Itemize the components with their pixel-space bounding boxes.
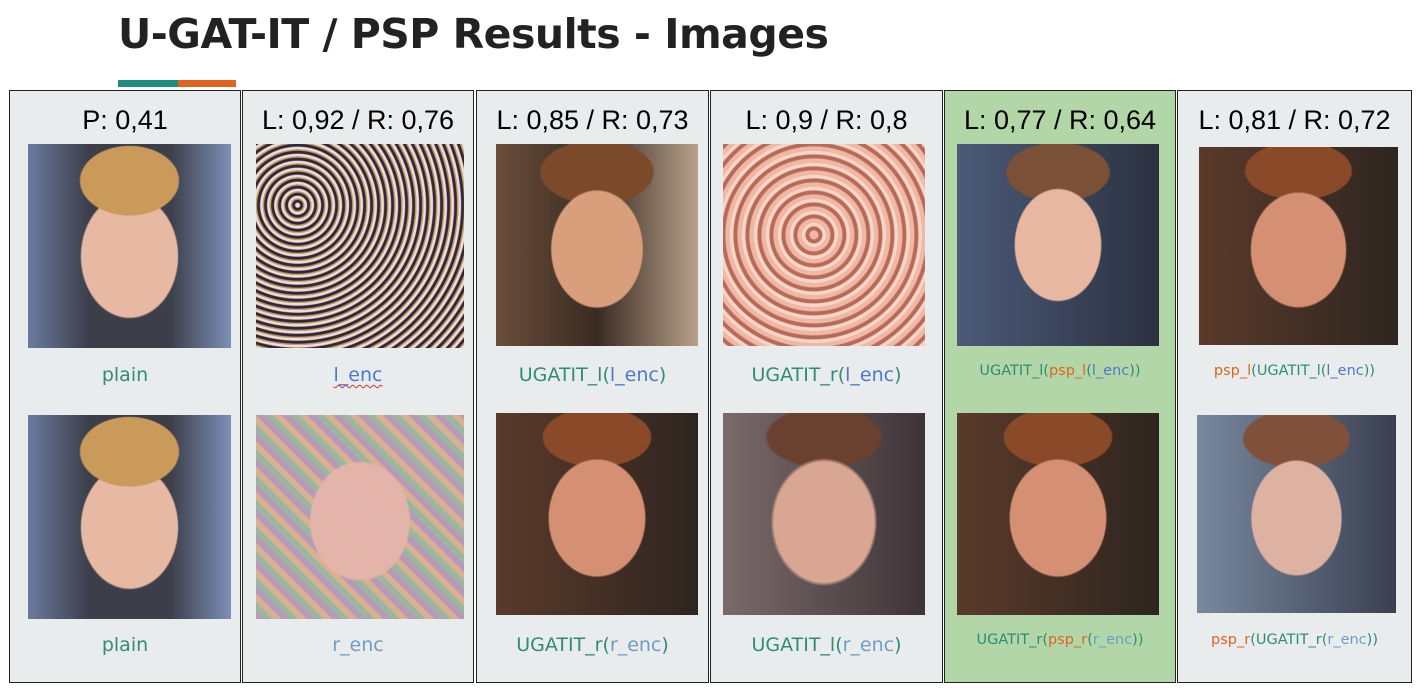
caption-top: UGATIT_r(l_enc): [711, 364, 942, 386]
score-label: P: 0,41: [82, 105, 168, 135]
caption-bottom: UGATIT_r(psp_r(r_enc)): [945, 632, 1175, 648]
caption-top: plain: [10, 364, 240, 386]
result-column-psp-ugatit: L: 0,81 / R: 0,72 psp_l(UGATIT_l(l_enc))…: [1177, 90, 1412, 683]
caption-top: UGATIT_l(psp_l(l_enc)): [945, 363, 1175, 379]
caption-part: r_enc: [609, 634, 662, 656]
caption-bottom: plain: [10, 634, 240, 656]
result-column-enc: L: 0,92 / R: 0,76 l_enc r_enc: [242, 90, 474, 683]
caption-part: l_enc: [1326, 363, 1364, 379]
caption-part: (UGATIT_l(: [1251, 363, 1327, 379]
caption-part: ): [658, 364, 667, 386]
caption-part: ): [894, 364, 902, 386]
caption-part: )): [1363, 363, 1376, 379]
caption-part: psp_r: [1048, 632, 1088, 648]
result-column-ugatit-swapped: L: 0,9 / R: 0,8 UGATIT_r(l_enc) UGATIT_l…: [710, 90, 943, 683]
title-accent-teal: [118, 80, 178, 87]
caption-top: psp_l(UGATIT_l(l_enc)): [1178, 363, 1411, 379]
title-accent-orange: [178, 80, 236, 87]
caption-part: )): [1366, 632, 1378, 648]
caption-part: UGATIT_r(: [751, 364, 846, 386]
page-title: U-GAT-IT / PSP Results - Images: [118, 10, 829, 58]
score-label: L: 0,9 / R: 0,8: [745, 105, 908, 135]
caption-bottom: UGATIT_r(r_enc): [477, 634, 708, 656]
caption-part: l_enc: [333, 364, 383, 386]
caption-part: (: [1086, 363, 1092, 379]
result-column-ugatit-psp-highlighted: L: 0,77 / R: 0,64 UGATIT_l(psp_l(l_enc))…: [944, 90, 1176, 683]
caption-part: )): [1129, 363, 1141, 379]
caption-part: r_enc: [332, 634, 384, 656]
caption-part: psp_r: [1211, 632, 1251, 648]
caption-part: UGATIT_r(: [516, 634, 610, 656]
caption-part: plain: [101, 364, 149, 386]
face-image-top: [496, 144, 698, 346]
score-label: L: 0,81 / R: 0,72: [1198, 105, 1391, 135]
caption-part: )): [1132, 632, 1144, 648]
result-column-ugatit: L: 0,85 / R: 0,73 UGATIT_l(l_enc) UGATIT…: [476, 90, 709, 683]
face-image-bottom: [28, 415, 231, 619]
caption-part: r_enc: [1327, 632, 1367, 648]
result-column-plain: P: 0,41 plain plain: [9, 90, 241, 683]
caption-part: l_enc: [1091, 363, 1130, 379]
face-image-top: [957, 144, 1159, 346]
caption-part: psp_l: [1048, 363, 1087, 379]
caption-part: r_enc: [1092, 632, 1133, 648]
face-image-bottom: [723, 413, 925, 615]
face-image-top: [28, 144, 231, 348]
score-label: L: 0,77 / R: 0,64: [963, 105, 1157, 135]
caption-part: psp_l: [1213, 363, 1252, 379]
caption-part: UGATIT_l(: [518, 364, 610, 386]
face-image-bottom: [1197, 415, 1396, 613]
face-image-bottom: [496, 413, 698, 615]
score-label: L: 0,85 / R: 0,73: [496, 105, 689, 135]
caption-part: r_enc: [842, 634, 895, 656]
caption-bottom: psp_r(UGATIT_r(r_enc)): [1178, 632, 1411, 648]
caption-top: l_enc: [243, 364, 473, 386]
caption-top: UGATIT_l(l_enc): [477, 364, 708, 386]
caption-bottom: UGATIT_l(r_enc): [711, 634, 942, 656]
caption-part: ): [894, 634, 902, 656]
caption-part: UGATIT_l(: [751, 634, 843, 656]
caption-bottom: r_enc: [243, 634, 473, 656]
caption-part: UGATIT_l(: [979, 363, 1049, 379]
caption-part: plain: [101, 634, 149, 656]
face-image-top: [1199, 147, 1398, 345]
caption-part: UGATIT_r(: [976, 632, 1049, 648]
caption-part: ): [661, 634, 669, 656]
face-image-bottom: [256, 415, 464, 619]
face-image-top: [256, 144, 464, 348]
caption-part: l_enc: [845, 364, 895, 386]
score-label: L: 0,92 / R: 0,76: [261, 105, 455, 135]
caption-part: (: [1087, 632, 1093, 648]
caption-part: (UGATIT_r(: [1250, 632, 1328, 648]
face-image-bottom: [957, 413, 1159, 615]
caption-part: l_enc: [609, 364, 659, 386]
face-image-top: [723, 144, 925, 346]
